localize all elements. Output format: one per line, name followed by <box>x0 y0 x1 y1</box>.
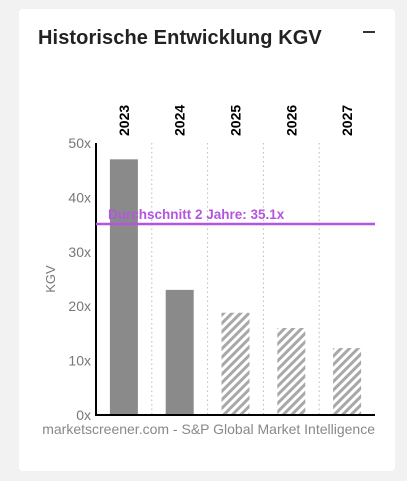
y-tick-label: 30x <box>68 244 91 260</box>
y-tick-label: 10x <box>68 353 91 369</box>
category-label-2023: 2023 <box>116 105 132 136</box>
category-label-2026: 2026 <box>283 105 299 136</box>
y-tick-label: 40x <box>68 189 91 205</box>
card-title: Historische Entwicklung KGV <box>38 27 322 49</box>
bar-2023 <box>109 159 138 415</box>
minus-icon[interactable] <box>361 23 377 39</box>
y-tick-label: 0x <box>76 407 91 423</box>
category-label-2025: 2025 <box>228 105 244 136</box>
bars <box>109 159 362 415</box>
bar-2025 <box>221 312 250 415</box>
y-axis-label: KGV <box>43 265 58 293</box>
bar-2027 <box>333 348 362 415</box>
category-label-2024: 2024 <box>172 105 188 136</box>
y-tick-labels: 0x 10x 20x 30x 40x 50x <box>68 135 91 423</box>
source-note: marketscreener.com - S&P Global Market I… <box>42 421 375 437</box>
average-line-label: Durchschnitt 2 Jahre: 35.1x <box>108 207 285 222</box>
category-label-2027: 2027 <box>339 105 355 136</box>
y-tick-label: 50x <box>68 135 91 151</box>
bar-2026 <box>277 327 306 415</box>
category-labels: 2023 2024 2025 2026 2027 <box>116 105 355 136</box>
bar-2024 <box>165 289 194 415</box>
y-tick-label: 20x <box>68 298 91 314</box>
grid-lines <box>151 143 320 415</box>
axes <box>95 143 375 416</box>
chart-card: Historische Entwicklung KGV <box>19 9 395 471</box>
